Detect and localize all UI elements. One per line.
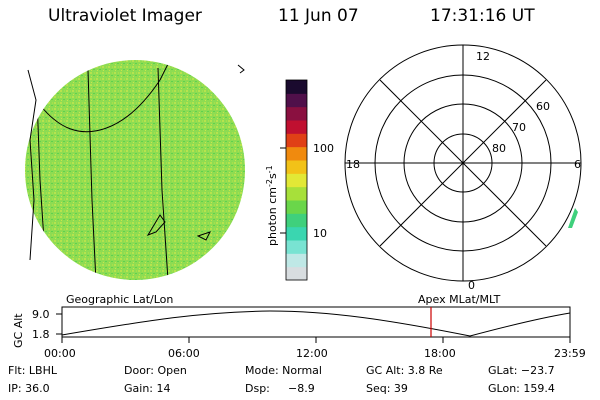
filter-status: Flt: LBHL (8, 364, 57, 377)
colorbar-tick-100: 100 (313, 142, 334, 155)
orbit-left-title: Geographic Lat/Lon (66, 293, 173, 306)
mlat-label-60: 60 (536, 100, 550, 113)
time-label: 17:31:16 UT (430, 6, 535, 26)
polar-diagonal (379, 79, 547, 247)
meridian-line (157, 67, 169, 280)
colorbar-segment (286, 133, 307, 148)
orbit-y-axis-label: GC Alt (12, 313, 25, 348)
colorbar-segment (286, 186, 307, 201)
colorbar-segment (286, 240, 307, 254)
orbit-x-tick-1200: 12:00 (296, 347, 328, 360)
polar-mlat-mlt-plot (344, 44, 582, 282)
mlt-label-6: 6 (574, 158, 581, 171)
coastline (146, 214, 166, 236)
glon-status: GLon: 159.4 (488, 382, 555, 395)
colorbar-segment (286, 253, 307, 268)
colorbar-segment (286, 213, 307, 228)
orbit-y-tick-1.8: 1.8 (32, 328, 50, 341)
color-scale-bar (286, 80, 307, 281)
dsp-label: Dsp: (245, 382, 270, 395)
glat-status: GLat: −23.7 (488, 364, 555, 377)
colorbar-segment (286, 226, 307, 241)
orbit-x-tick-2359: 23:59 (554, 347, 586, 360)
colorbar-segment (286, 160, 307, 174)
orbit-plot-frame (61, 306, 571, 338)
coastline (39, 60, 171, 133)
seq-status: Seq: 39 (366, 382, 408, 395)
mlt-label-0: 0 (468, 279, 475, 292)
colorbar-segment (286, 200, 307, 214)
orbit-x-tick-0000: 00:00 (44, 347, 76, 360)
orbit-right-title: Apex MLat/MLT (418, 293, 501, 306)
orbit-x-tick-1800: 18:00 (424, 347, 456, 360)
colorbar-unit-label: photon cm-2s-1 (265, 165, 279, 246)
mlat-label-80: 80 (492, 142, 506, 155)
mlt-label-12: 12 (476, 50, 490, 63)
ip-status: IP: 36.0 (8, 382, 50, 395)
dsp-value: −8.9 (288, 382, 315, 395)
colorbar-segment (286, 93, 307, 108)
colorbar-frame (285, 79, 308, 281)
orbit-y-tick-9: 9.0 (32, 308, 50, 321)
mode-status: Mode: Normal (245, 364, 322, 377)
coastline (27, 69, 37, 261)
colorbar-segment (286, 120, 307, 134)
orbit-altitude-curve (61, 310, 571, 337)
date-label: 11 Jun 07 (278, 6, 359, 26)
colorbar-segment (286, 106, 307, 121)
orbit-x-tick-marks (61, 337, 571, 343)
colorbar-segment (286, 173, 307, 188)
polar-edge-emission (568, 208, 578, 228)
mlt-label-18: 18 (346, 158, 360, 171)
mlat-label-70: 70 (512, 121, 526, 134)
gc-alt-status: GC Alt: 3.8 Re (366, 364, 443, 377)
gain-status: Gain: 14 (124, 382, 171, 395)
coastline (237, 64, 245, 74)
instrument-title: Ultraviolet Imager (48, 6, 202, 26)
colorbar-segment (286, 80, 307, 94)
orbit-x-tick-0600: 06:00 (168, 347, 200, 360)
meridian-line (87, 69, 97, 280)
colorbar-segment (286, 266, 307, 281)
colorbar-tick-10: 10 (313, 227, 327, 240)
uv-image-disk (25, 60, 245, 280)
coastline (196, 231, 211, 241)
colorbar-segment (286, 146, 307, 161)
door-status: Door: Open (124, 364, 187, 377)
